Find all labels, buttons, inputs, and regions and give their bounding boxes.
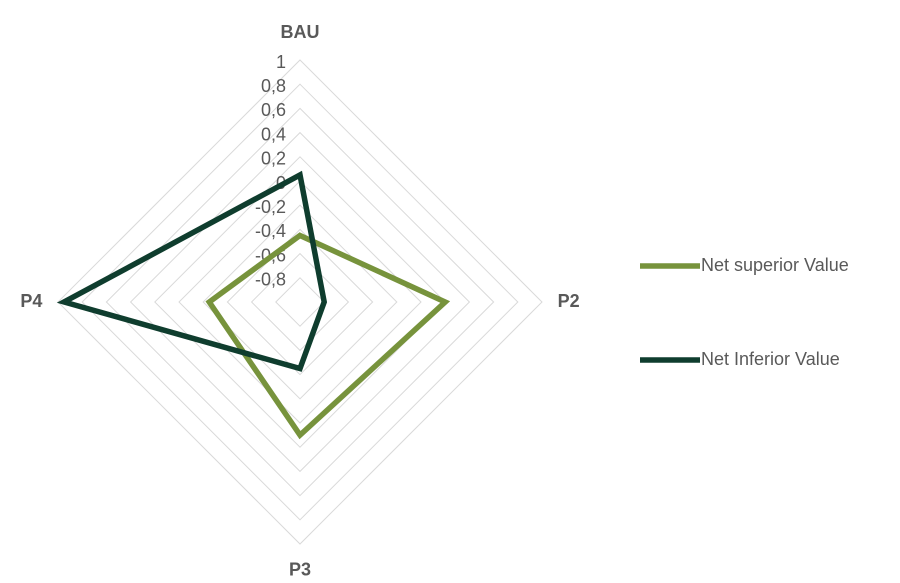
r-tick-label: -0,8: [255, 270, 286, 290]
category-label: BAU: [281, 22, 320, 42]
grid-ring: [275, 277, 325, 327]
r-tick-label: 0,4: [261, 124, 286, 144]
grid-ring: [250, 252, 350, 352]
series-line: [205, 232, 451, 440]
grid-ring: [154, 156, 446, 448]
grid-ring: [81, 83, 519, 521]
grid-ring: [178, 180, 422, 424]
r-tick-label: -0,2: [255, 197, 286, 217]
r-tick-label: 1: [276, 52, 286, 72]
r-tick-label: -0,4: [255, 221, 286, 241]
r-tick-label: 0,2: [261, 149, 286, 169]
grid-ring: [226, 228, 374, 376]
legend-label: Net Inferior Value: [701, 349, 840, 369]
r-tick-label: 0,8: [261, 76, 286, 96]
grid-ring: [105, 107, 495, 497]
series-line: [56, 170, 328, 372]
category-label: P3: [289, 559, 311, 579]
category-label: P2: [558, 291, 580, 311]
category-label: P4: [20, 291, 42, 311]
r-tick-label: 0,6: [261, 100, 286, 120]
grid-ring: [129, 131, 471, 473]
grid-ring: [57, 59, 543, 545]
grid-ring: [202, 204, 398, 400]
legend-label: Net superior Value: [701, 255, 849, 275]
